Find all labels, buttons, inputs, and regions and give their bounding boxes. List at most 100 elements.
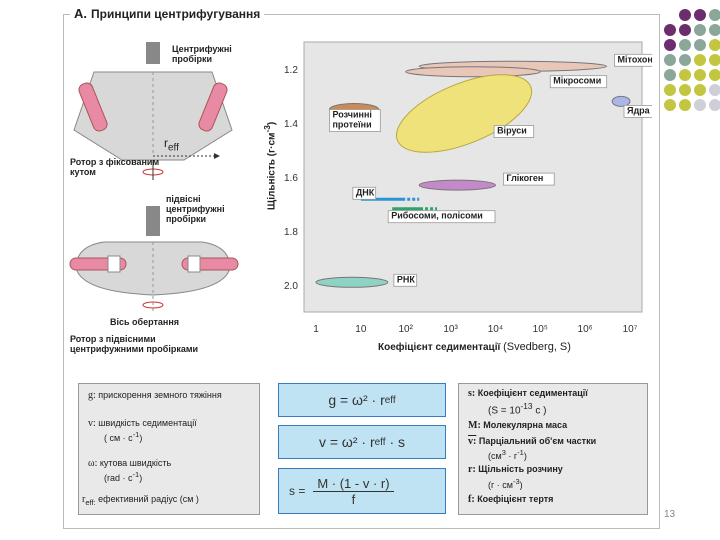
decorative-dot bbox=[679, 84, 691, 96]
decorative-dot bbox=[709, 84, 720, 96]
swing-rotor-caption: Ротор з підвісними центрифужними пробірк… bbox=[70, 334, 198, 354]
blob-Мікросоми bbox=[405, 66, 541, 78]
y-tick-label: 1.8 bbox=[284, 227, 298, 238]
legend-omega-unit: (rad · с-1) bbox=[104, 470, 142, 483]
blob-РНК bbox=[315, 276, 389, 288]
label-box bbox=[387, 210, 496, 224]
blob-Ядра bbox=[611, 95, 631, 107]
rlegend-vbar-text: Парціальний об'єм частки bbox=[478, 436, 597, 446]
rlegend-vbar-unit: (см3 · г-1) bbox=[488, 448, 527, 461]
page-number: 13 bbox=[664, 509, 676, 520]
chart-marks: 1.2 1.4 1.6 1.8 2.0 1 10 10² 10³ 10⁴ 10⁵ 10⁶ 10⁷ Міто… bbox=[284, 53, 652, 335]
decorative-dot bbox=[664, 54, 676, 66]
legend-v: v: швидкість седиментації bbox=[88, 418, 197, 429]
legend-omega-unit-text: (rad · с bbox=[104, 473, 133, 483]
y-axis-label-text: Щільність (г·см bbox=[266, 132, 278, 210]
legend-v-key: v: bbox=[88, 418, 96, 429]
decorative-dot bbox=[679, 24, 691, 36]
legend-omega-key: ω: bbox=[88, 458, 98, 469]
legend-reff-sub: eff: bbox=[85, 497, 96, 507]
formula-g-sub: eff bbox=[384, 394, 396, 406]
fixed-tubes-label: Центрифужні пробірки bbox=[172, 44, 232, 64]
y-axis-label-close: ) bbox=[266, 121, 278, 126]
rlegend-s: s: Коефіцієнт седиментації bbox=[468, 388, 588, 399]
legend-omega-unit-exp: -1 bbox=[132, 470, 140, 479]
rlegend-r-unit-a: (г · см bbox=[488, 480, 513, 490]
formula-v-tail: · s bbox=[389, 434, 406, 450]
fixed-angle-rotor-illustration bbox=[73, 42, 233, 180]
decorative-dot bbox=[664, 39, 676, 51]
x-tick-label: 1 bbox=[313, 324, 319, 335]
swing-tubes-label-l3: пробірки bbox=[166, 214, 207, 224]
y-tick-label: 1.6 bbox=[284, 173, 298, 184]
decorative-dot bbox=[709, 99, 720, 111]
formula-s-fraction: M · (1 - v · r) f bbox=[313, 476, 394, 507]
rlegend-r-key: r: bbox=[468, 464, 476, 475]
x-axis-label: Коефіцієнт седиментації (Svedberg, S) bbox=[378, 342, 571, 353]
formula-v-text: v = ω² · r bbox=[318, 434, 375, 450]
x-tick-label: 10⁷ bbox=[623, 324, 638, 335]
rlegend-s-def: (S = 10-13 с ) bbox=[488, 401, 546, 416]
legend-reff-unit: (см ) bbox=[179, 494, 199, 504]
rlegend-s-text: Коефіцієнт седиментації bbox=[477, 388, 588, 398]
decorative-dot bbox=[709, 39, 720, 51]
reff-label: reff bbox=[164, 136, 179, 153]
rotation-axis-label: Вісь обертання bbox=[110, 317, 180, 327]
figure-letter: A. bbox=[74, 6, 87, 21]
y-axis-label: Щільність (г·см-3) bbox=[262, 122, 277, 210]
symbols-legend-box bbox=[458, 383, 648, 515]
decorative-dot bbox=[664, 24, 676, 36]
decorative-dot bbox=[694, 99, 706, 111]
rlegend-r-unit-exp: -3 bbox=[512, 477, 520, 486]
variables-legend-box bbox=[78, 383, 260, 515]
y-tick-label: 1.4 bbox=[284, 119, 298, 130]
rlegend-vbar: v: Парціальний об'єм частки bbox=[468, 436, 596, 447]
item-label: Мітохондрії bbox=[618, 54, 652, 64]
y-axis-label-exp: -3 bbox=[262, 125, 272, 133]
decorative-dot bbox=[679, 9, 691, 21]
y-tick-label: 1.2 bbox=[284, 65, 298, 76]
legend-v-text: швидкість седиментації bbox=[98, 418, 197, 428]
legend-reff-key: r bbox=[82, 494, 86, 505]
decorative-dot bbox=[694, 69, 706, 81]
rlegend-vbar-unit-close: ) bbox=[523, 451, 527, 461]
label-box bbox=[549, 75, 608, 89]
x-tick-label: 10 bbox=[355, 324, 367, 335]
legend-v-unit-exp: -1 bbox=[132, 430, 140, 439]
label-box bbox=[329, 109, 381, 132]
rlegend-m-text: Молекулярна маса bbox=[483, 420, 568, 430]
rlegend-f: f: Коефіцієнт тертя bbox=[468, 494, 553, 505]
legend-g-text: прискорення земного тяжіння bbox=[98, 390, 222, 400]
x-tick-label: 10² bbox=[398, 324, 413, 335]
rlegend-m: M: Молекулярна маса bbox=[468, 420, 567, 431]
x-tick-label: 10⁴ bbox=[488, 324, 503, 335]
decorative-dot bbox=[679, 99, 691, 111]
legend-g-key: g: bbox=[88, 390, 96, 401]
x-axis-label-suffix: (Svedberg, S) bbox=[503, 341, 571, 353]
legend-omega: ω: кутова швидкість bbox=[88, 458, 171, 469]
fixed-rotor-caption-l2: кутом bbox=[70, 167, 96, 177]
swing-rotor-caption-l2: центрифужними пробірками bbox=[70, 344, 199, 354]
density-sedimentation-chart: 1.2 1.4 1.6 1.8 2.0 1 10 10² 10³ 10⁴ 10⁵ 10⁶ 10⁷ Міто… bbox=[284, 41, 652, 335]
legend-reff-text: ефективний радіус bbox=[98, 494, 178, 504]
formula-g-text: g = ω² · r bbox=[328, 392, 385, 408]
decorative-dot bbox=[709, 54, 720, 66]
swing-tubes-label: підвісні центрифужні пробірки bbox=[166, 194, 225, 224]
swinging-bucket-rotor-illustration bbox=[69, 206, 239, 312]
formula-s-numerator: M · (1 - v · r) bbox=[313, 476, 394, 492]
rlegend-f-key: f: bbox=[468, 494, 475, 505]
item-label: Глікоген bbox=[506, 173, 543, 183]
fixed-rotor-caption: Ротор з фіксованим кутом bbox=[70, 157, 159, 177]
figure-title-text: Принципи центрифугування bbox=[91, 7, 261, 21]
label-box bbox=[493, 125, 535, 138]
fixed-tubes-label-l2: пробірки bbox=[172, 54, 213, 64]
decorative-dot bbox=[679, 39, 691, 51]
decorative-dot bbox=[694, 24, 706, 36]
reff-symbol: r bbox=[164, 136, 168, 150]
label-box bbox=[352, 186, 377, 200]
swing-rotor-caption-l1: Ротор з підвісними bbox=[70, 334, 156, 344]
item-label: Ядра bbox=[627, 105, 651, 115]
rlegend-r-unit: (г · см-3) bbox=[488, 477, 523, 490]
item-label: ДНК bbox=[356, 187, 375, 197]
x-tick-label: 10⁵ bbox=[533, 324, 548, 335]
